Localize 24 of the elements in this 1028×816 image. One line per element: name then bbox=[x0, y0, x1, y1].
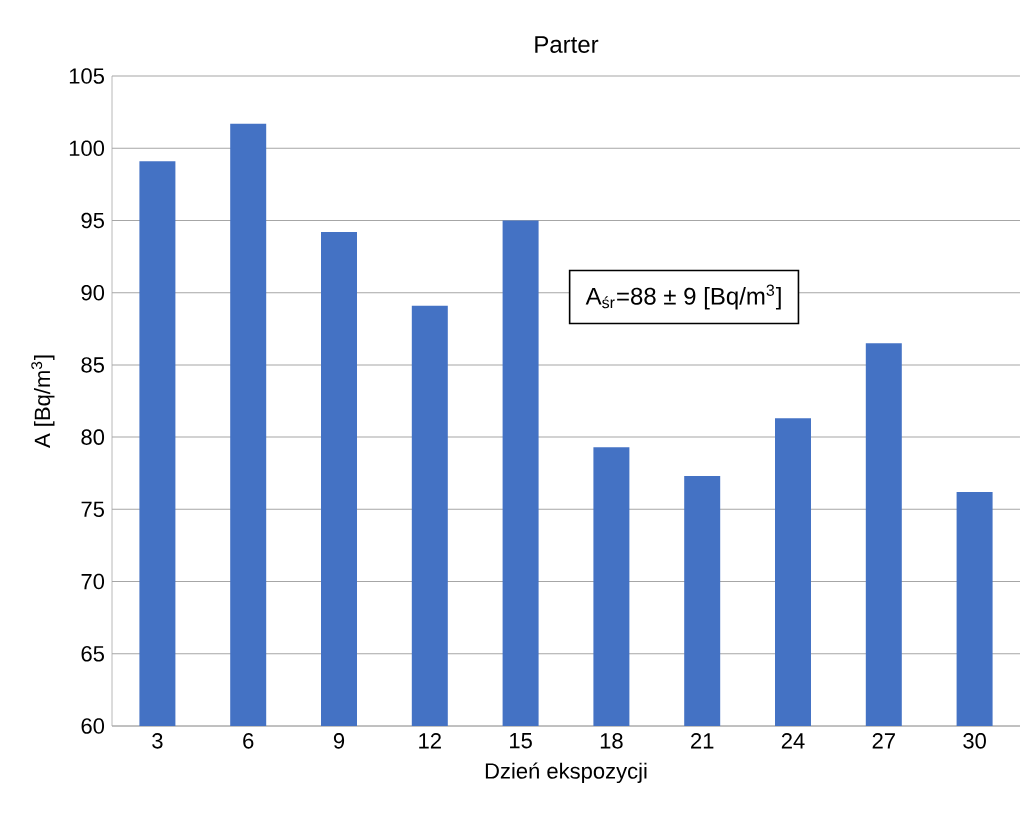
y-axis-title: A [Bq/m$^{3}$] bbox=[31, 355, 55, 448]
x-tick-label: 24 bbox=[781, 733, 805, 749]
x-axis-title: Dzień ekspozycji bbox=[485, 762, 647, 784]
chart-title: Parter bbox=[535, 36, 599, 53]
y-tick-label: 60 bbox=[81, 718, 105, 734]
annotation: A$_{śr}$=88 ± 9 [Bq/m$^{3}$] bbox=[585, 284, 781, 310]
y-tick-label: 75 bbox=[81, 501, 104, 518]
y-tick-label: 95 bbox=[81, 212, 104, 229]
y-tick-label: 100 bbox=[69, 140, 105, 157]
x-tick-label: 9 bbox=[333, 733, 345, 749]
x-tick-label: 21 bbox=[691, 733, 714, 749]
y-tick-label: 90 bbox=[81, 284, 105, 301]
x-tick-label: 3 bbox=[152, 733, 163, 749]
y-tick-label: 65 bbox=[81, 646, 104, 662]
x-tick-label: 15 bbox=[510, 733, 532, 749]
y-tick-label: 85 bbox=[81, 357, 104, 373]
y-tick-label: 80 bbox=[81, 429, 105, 445]
x-tick-label: 30 bbox=[963, 733, 986, 749]
x-tick-label: 27 bbox=[872, 733, 895, 749]
x-tick-label: 6 bbox=[243, 733, 254, 749]
x-tick-label: 18 bbox=[600, 733, 623, 749]
x-tick-label: 12 bbox=[419, 733, 441, 749]
y-tick-label: 70 bbox=[81, 573, 105, 590]
y-tick-label: 105 bbox=[69, 68, 104, 84]
